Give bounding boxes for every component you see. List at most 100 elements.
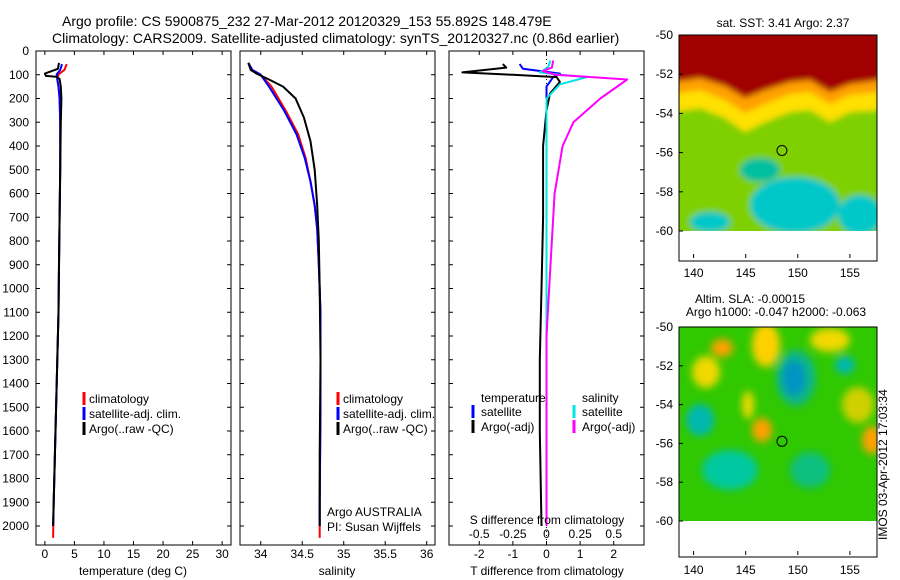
map-x-tick-label: 155 <box>840 266 860 280</box>
x-tick-label: 35.5 <box>374 547 398 561</box>
depth-tick-label: 900 <box>9 258 29 272</box>
temperature-frame <box>35 50 232 546</box>
argo-location-marker <box>776 144 788 156</box>
map-y-tick-label: -58 <box>656 475 674 489</box>
sla-anomaly-2 <box>711 339 733 357</box>
sst-band-dark-red <box>679 35 877 98</box>
legend-label-temp-argo: Argo(-adj) <box>481 420 534 434</box>
legend-label-satellite: satellite-adj. clim. <box>89 407 181 421</box>
legend-label-argo: Argo(..raw -QC) <box>343 422 428 436</box>
map-y-tick-label: -50 <box>656 28 674 42</box>
map-y-tick-label: -52 <box>656 359 674 373</box>
map-y-tick-label: -56 <box>656 436 674 450</box>
map-y-tick-label: -52 <box>656 67 674 81</box>
map-y-tick-label: -50 <box>656 320 674 334</box>
imos-timestamp: IMOS 03-Apr-2012 17:03:34 <box>876 389 890 540</box>
x-tick-label: 2 <box>610 547 617 561</box>
sst-cold-patch-3 <box>690 212 730 231</box>
figure-title-line2: Climatology: CARS2009. Satellite-adjuste… <box>52 30 619 46</box>
figure-title-line1: Argo profile: CS 5900875_232 27-Mar-2012… <box>62 13 552 29</box>
sla-anomaly-6 <box>776 350 816 406</box>
legend-label-satellite: satellite-adj. clim. <box>343 407 435 421</box>
sla-anomaly-1 <box>692 356 720 388</box>
map-y-tick-label: -60 <box>656 514 674 528</box>
sla-anomaly-9 <box>862 426 877 454</box>
salinity-frame <box>239 50 436 546</box>
sla-anomaly-8 <box>842 387 874 423</box>
x-tick-label: 25 <box>186 547 200 561</box>
depth-tick-label: 1300 <box>2 353 29 367</box>
depth-tick-label: 1700 <box>2 448 29 462</box>
salinity-panel: 34 34.5 35 35.5 36 climatology satellite-adj… <box>239 50 436 578</box>
depth-tick-label: 1800 <box>2 472 29 486</box>
sst-cold-patch-1 <box>750 177 840 231</box>
depth-tick-label: 300 <box>9 115 29 129</box>
x-tick-label: 10 <box>97 547 111 561</box>
sla-anomaly-10 <box>752 418 772 442</box>
depth-tick-label: 500 <box>9 163 29 177</box>
legend-label-temp-satellite: satellite <box>481 405 522 419</box>
depth-tick-label: 1000 <box>2 282 29 296</box>
map-x-tick-label: 145 <box>736 266 756 280</box>
temperature-lines <box>43 62 68 538</box>
t-difference-label: T difference from climatology <box>470 564 624 578</box>
x-tick-label: 5 <box>71 547 78 561</box>
legend-label-climatology: climatology <box>89 392 149 406</box>
depth-axis: 0 100 200 300 400 500 600 700 800 900 1000 1100 1200… <box>2 44 231 533</box>
map-x-tick-label: 140 <box>684 266 704 280</box>
salinity-lines <box>247 62 322 538</box>
depth-tick-label: 1100 <box>3 305 29 319</box>
sla-anomaly-3 <box>742 391 754 419</box>
sla-map-axes: 140 145 150 155 -50 -52 -54 -56 -58 -60 <box>656 320 861 577</box>
x-tick-label: 34 <box>254 547 268 561</box>
legend-title-salinity: salinity <box>582 391 619 405</box>
difference-legend: temperature salinity satellite Argo(-adj… <box>471 391 635 434</box>
x-tick-label: 15 <box>127 547 141 561</box>
x-tick-label: -1 <box>508 547 519 561</box>
sla-map-panel: Altim. SLA: -0.00015 Argo h1000: -0.047 … <box>656 292 878 577</box>
s-tick-label: 0.5 <box>605 527 622 541</box>
sla-map-title: Altim. SLA: -0.00015 <box>695 292 805 306</box>
sla-anomaly-14 <box>835 356 855 374</box>
x-tick-label: 30 <box>215 547 229 561</box>
x-tick-label: 0 <box>543 547 550 561</box>
s-tick-label: 0.25 <box>568 527 592 541</box>
depth-tick-label: 1900 <box>2 495 29 509</box>
difference-x-axis: -2 -1 0 1 2 <box>474 51 617 561</box>
difference-lines <box>461 60 629 527</box>
salinity-annotation-line1: Argo AUSTRALIA <box>327 505 422 519</box>
series-line-temperature-argo-adj <box>461 63 561 527</box>
depth-tick-label: 100 <box>9 68 29 82</box>
s-tick-label: -0.5 <box>469 527 490 541</box>
sst-blank-area <box>679 231 877 261</box>
map-x-tick-label: 150 <box>788 563 808 577</box>
temperature-panel: 0100200300400500600700800900100011001200… <box>2 44 232 578</box>
x-tick-label: 0 <box>42 547 49 561</box>
map-x-tick-label: 150 <box>788 266 808 280</box>
sst-map-title: sat. SST: 3.41 Argo: 2.37 <box>717 16 850 30</box>
x-tick-label: 20 <box>156 547 170 561</box>
salinity-x-axis: 34 34.5 35 35.5 36 <box>254 51 434 561</box>
sla-field <box>686 327 877 490</box>
salinity-difference-axis: -0.5 -0.25 0 0.25 0.5 <box>469 527 622 541</box>
sst-field <box>679 35 877 231</box>
sst-map-axes: 140 145 150 155 -50 -52 -54 -56 -58 -60 <box>656 28 861 280</box>
temperature-legend: climatology satellite-adj. clim. Argo(..… <box>82 392 181 436</box>
salinity-annotation-line2: PI: Susan Wijffels <box>327 520 421 534</box>
depth-tick-label: 400 <box>9 139 29 153</box>
sla-anomaly-4 <box>752 327 780 367</box>
depth-tick-label: 0 <box>22 44 29 58</box>
sla-map-subtitle: Argo h1000: -0.047 h2000: -0.063 <box>686 305 866 319</box>
map-y-tick-label: -54 <box>656 106 674 120</box>
series-line-argo-raw-qc <box>43 62 63 527</box>
map-x-tick-label: 155 <box>840 563 860 577</box>
temperature-x-label: temperature (deg C) <box>79 564 187 578</box>
series-line-salinity-argo-adj <box>541 60 629 526</box>
map-y-tick-label: -56 <box>656 146 674 160</box>
difference-depth-ticks <box>449 50 644 527</box>
legend-label-sal-argo: Argo(-adj) <box>582 420 635 434</box>
s-tick-label: 0 <box>543 527 550 541</box>
depth-tick-label: 700 <box>9 210 29 224</box>
s-tick-label: -0.25 <box>499 527 527 541</box>
